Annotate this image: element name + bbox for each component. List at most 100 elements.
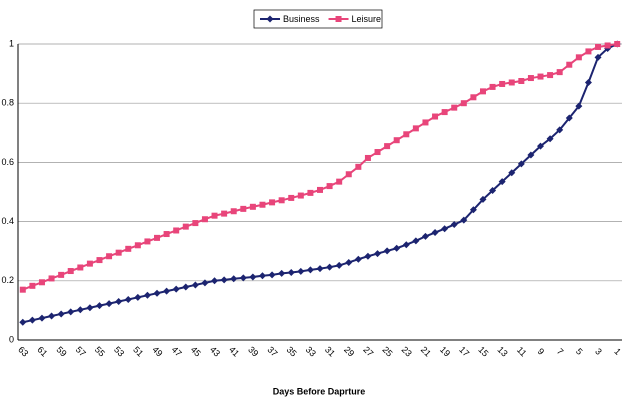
marker: [489, 83, 496, 90]
marker: [19, 286, 26, 293]
marker: [393, 244, 401, 252]
marker: [28, 316, 36, 324]
marker: [95, 302, 103, 310]
marker: [105, 300, 113, 308]
marker: [278, 197, 285, 204]
x-tick-label: 35: [285, 344, 299, 358]
marker: [297, 192, 304, 199]
marker: [355, 163, 362, 170]
marker: [125, 245, 132, 252]
marker: [38, 314, 46, 322]
y-tick-label: 0.4: [1, 216, 14, 226]
marker: [230, 208, 237, 215]
marker: [383, 247, 391, 255]
marker: [345, 171, 352, 178]
marker: [38, 279, 45, 286]
marker: [240, 205, 247, 212]
x-tick-label: 23: [400, 344, 414, 358]
marker: [259, 201, 266, 208]
marker: [48, 312, 56, 320]
legend-marker: [266, 15, 274, 23]
marker: [143, 291, 151, 299]
marker: [115, 249, 122, 256]
marker: [441, 109, 448, 116]
marker: [48, 275, 55, 282]
marker: [469, 206, 477, 214]
marker: [220, 276, 228, 284]
marker: [134, 293, 142, 301]
marker: [537, 73, 544, 80]
x-tick-label: 47: [170, 344, 184, 358]
marker: [239, 274, 247, 282]
marker: [575, 102, 583, 110]
x-tick-label: 9: [536, 346, 547, 357]
x-tick-label: 33: [304, 344, 318, 358]
marker: [134, 242, 141, 249]
marker: [517, 160, 525, 168]
marker: [584, 78, 592, 86]
y-tick-label: 0.2: [1, 275, 14, 285]
x-tick-label: 11: [515, 345, 529, 359]
marker: [144, 238, 151, 245]
marker: [527, 151, 535, 159]
marker: [96, 257, 103, 264]
marker: [297, 267, 305, 275]
legend: Business Leisure: [253, 9, 383, 29]
marker: [211, 277, 219, 285]
marker: [306, 266, 314, 274]
marker: [182, 283, 190, 291]
x-tick-label: 7: [555, 346, 566, 357]
marker: [479, 88, 486, 95]
x-tick-label: 63: [16, 344, 30, 358]
x-tick-label: 57: [74, 344, 88, 358]
marker: [67, 308, 75, 316]
marker: [230, 275, 238, 283]
marker: [354, 255, 362, 263]
marker: [422, 119, 429, 126]
x-tick-label: 19: [438, 344, 452, 358]
marker: [67, 268, 74, 275]
marker: [479, 195, 487, 203]
marker: [556, 69, 563, 76]
marker: [201, 216, 208, 223]
marker: [470, 94, 477, 101]
marker: [307, 189, 314, 196]
marker: [384, 143, 391, 150]
marker: [163, 231, 170, 238]
marker: [345, 258, 353, 266]
marker: [192, 220, 199, 227]
marker: [527, 75, 534, 82]
marker: [575, 54, 582, 61]
marker: [154, 234, 161, 241]
marker: [374, 250, 382, 258]
marker: [326, 183, 333, 190]
marker: [614, 41, 621, 47]
marker: [317, 186, 323, 193]
marker: [402, 241, 410, 249]
marker: [288, 194, 295, 201]
marker: [403, 131, 410, 138]
marker: [316, 265, 324, 273]
marker: [211, 212, 218, 219]
legend-label: Leisure: [352, 14, 382, 24]
x-tick-label: 49: [150, 344, 164, 358]
x-tick-label: 15: [476, 344, 490, 358]
marker: [499, 80, 506, 87]
marker: [172, 285, 180, 293]
marker: [163, 287, 171, 295]
x-tick-label: 29: [342, 344, 356, 358]
marker: [518, 78, 525, 84]
marker: [421, 232, 429, 240]
x-tick-label: 1: [612, 346, 623, 357]
marker: [412, 125, 419, 132]
y-tick-label: 1: [9, 38, 14, 48]
marker: [508, 79, 515, 86]
marker: [269, 199, 276, 206]
x-tick-label: 31: [323, 344, 337, 358]
x-tick-label: 55: [93, 344, 107, 358]
marker: [432, 113, 439, 120]
marker: [364, 154, 371, 161]
x-tick-label: 41: [227, 344, 241, 358]
x-tick-label: 59: [55, 344, 69, 358]
marker: [58, 271, 65, 278]
